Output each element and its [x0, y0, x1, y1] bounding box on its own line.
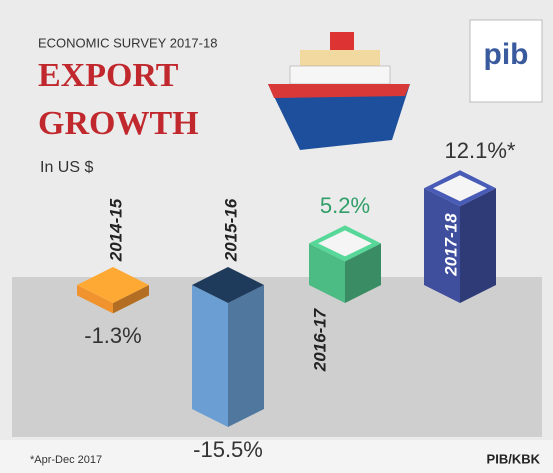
value-label: 12.1%* — [445, 138, 516, 163]
title-line: GROWTH — [38, 105, 199, 142]
bar-top — [192, 267, 264, 303]
bar-face — [309, 243, 345, 303]
category-label: 2016-17 — [310, 307, 329, 372]
value-label: -1.3% — [84, 323, 141, 348]
bar-side — [345, 243, 381, 303]
title-line: EXPORT — [38, 57, 179, 94]
logo-box — [469, 19, 543, 103]
bar-top-inner — [433, 175, 487, 202]
footnote: *Apr-Dec 2017 — [30, 454, 102, 466]
bar-side — [460, 188, 496, 303]
category-label: 2014-15 — [106, 198, 125, 262]
bar-top — [77, 267, 149, 303]
source: PIB/KBK — [487, 451, 541, 466]
bar-side — [113, 285, 149, 314]
unit-label: In US $ — [40, 159, 93, 176]
bar-face — [424, 188, 460, 303]
logo: pib — [484, 38, 529, 71]
category-label: 2015-16 — [221, 198, 240, 262]
bar-face — [192, 285, 228, 427]
value-label: -15.5% — [193, 437, 263, 462]
bar-top-inner — [318, 230, 372, 257]
footer-band — [0, 440, 553, 473]
value-label: 5.2% — [320, 193, 370, 218]
bar-side — [228, 285, 264, 427]
ship-icon — [268, 32, 410, 150]
bar-face — [77, 285, 113, 314]
category-label: 2017-18 — [441, 213, 460, 277]
subtitle: ECONOMIC SURVEY 2017-18 — [38, 35, 217, 50]
